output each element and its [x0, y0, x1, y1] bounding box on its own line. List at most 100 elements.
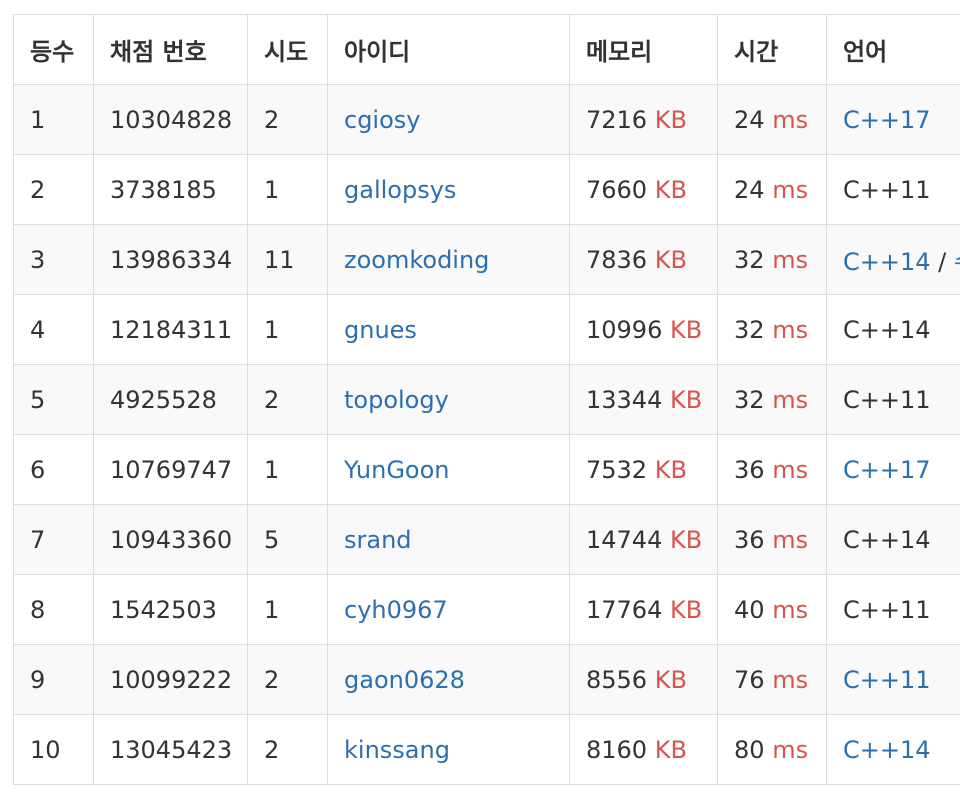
table-row: 8 1542503 1 cyh0967 17764 KB 40 ms C++11	[13, 574, 960, 645]
time-cell: 32 ms	[717, 364, 827, 435]
time-value: 32	[734, 315, 765, 344]
submission-number: 13986334	[110, 245, 233, 274]
submission-cell: 10099222	[93, 644, 248, 715]
language-link[interactable]: C++17	[843, 455, 931, 484]
submission-cell: 10943360	[93, 504, 248, 575]
rank-cell: 9	[13, 644, 94, 715]
submission-number: 13045423	[110, 735, 233, 764]
user-id-link[interactable]: gaon0628	[344, 665, 465, 694]
rank-cell: 3	[13, 224, 94, 295]
ranking-table-container: 등수 채점 번호 시도 아이디 메모리 시간 언어 1 10304828 2 cgio…	[13, 14, 960, 792]
tries-cell: 1	[247, 574, 328, 645]
user-cell: srand	[327, 504, 570, 575]
memory-cell: 10996 KB	[569, 294, 718, 365]
table-header: 등수 채점 번호 시도 아이디 메모리 시간 언어	[13, 14, 960, 85]
language-cell: C++14 / 수	[826, 224, 960, 295]
rank-value: 3	[30, 245, 46, 274]
table-row: 3 13986334 11 zoomkoding 7836 KB 32 ms C++14 /…	[13, 224, 960, 295]
user-id-link[interactable]: gnues	[344, 315, 417, 344]
user-id-link[interactable]: cyh0967	[344, 595, 448, 624]
submission-number: 3738185	[110, 175, 217, 204]
user-id-link[interactable]: srand	[344, 525, 412, 554]
tries-value: 1	[264, 175, 280, 204]
tries-value: 2	[264, 385, 280, 414]
tries-value: 11	[264, 245, 295, 274]
rank-value: 2	[30, 175, 46, 204]
table-row: 10 13045423 2 kinssang 8160 KB 80 ms C++14	[13, 714, 960, 785]
rank-value: 4	[30, 315, 46, 344]
header-row: 등수 채점 번호 시도 아이디 메모리 시간 언어	[13, 14, 960, 85]
memory-value: 7532	[586, 455, 648, 484]
submission-number: 4925528	[110, 385, 217, 414]
user-id-link[interactable]: gallopsys	[344, 175, 457, 204]
rank-cell: 2	[13, 154, 94, 225]
time-unit: ms	[772, 385, 809, 414]
submission-number: 1542503	[110, 595, 217, 624]
table-row: 4 12184311 1 gnues 10996 KB 32 ms C++14	[13, 294, 960, 365]
time-unit: ms	[772, 665, 809, 694]
tries-cell: 2	[247, 644, 328, 715]
user-cell: gaon0628	[327, 644, 570, 715]
rank-value: 8	[30, 595, 46, 624]
user-id-link[interactable]: topology	[344, 385, 449, 414]
user-id-link[interactable]: zoomkoding	[344, 245, 490, 274]
memory-value: 7216	[586, 105, 648, 134]
memory-unit: KB	[654, 455, 687, 484]
tries-value: 2	[264, 735, 280, 764]
time-unit: ms	[772, 595, 809, 624]
tries-value: 1	[264, 455, 280, 484]
table-body: 1 10304828 2 cgiosy 7216 KB 24 ms C++17 2 373818…	[13, 84, 960, 785]
memory-value: 8160	[586, 735, 648, 764]
time-cell: 36 ms	[717, 504, 827, 575]
memory-value: 8556	[586, 665, 648, 694]
language-cell: C++17	[826, 434, 960, 505]
memory-unit: KB	[670, 315, 703, 344]
user-id-link[interactable]: kinssang	[344, 735, 450, 764]
language-cell: C++11	[826, 364, 960, 435]
time-value: 24	[734, 175, 765, 204]
tries-cell: 1	[247, 154, 328, 225]
rank-value: 7	[30, 525, 46, 554]
time-value: 24	[734, 105, 765, 134]
user-id-link[interactable]: YunGoon	[344, 455, 450, 484]
language-edit-link[interactable]: 수	[954, 248, 960, 276]
language-value: C++14	[843, 525, 931, 554]
submission-cell: 10769747	[93, 434, 248, 505]
language-cell: C++14	[826, 714, 960, 785]
memory-value: 7836	[586, 245, 648, 274]
rank-cell: 5	[13, 364, 94, 435]
table-row: 1 10304828 2 cgiosy 7216 KB 24 ms C++17	[13, 84, 960, 155]
language-value: C++11	[843, 385, 931, 414]
language-link[interactable]: C++17	[843, 105, 931, 134]
rank-cell: 1	[13, 84, 94, 155]
submission-number: 12184311	[110, 315, 233, 344]
user-cell: kinssang	[327, 714, 570, 785]
language-value: C++11	[843, 595, 931, 624]
header-tries: 시도	[247, 14, 328, 85]
rank-cell: 6	[13, 434, 94, 505]
memory-unit: KB	[670, 595, 703, 624]
language-link[interactable]: C++14	[843, 248, 931, 276]
tries-value: 2	[264, 665, 280, 694]
submission-number: 10099222	[110, 665, 233, 694]
time-unit: ms	[772, 245, 809, 274]
rank-value: 10	[30, 735, 61, 764]
user-id-link[interactable]: cgiosy	[344, 105, 421, 134]
header-time: 시간	[717, 14, 827, 85]
language-separator: /	[938, 248, 947, 276]
memory-value: 7660	[586, 175, 648, 204]
language-link[interactable]: C++11	[843, 665, 931, 694]
time-unit: ms	[772, 455, 809, 484]
user-cell: cyh0967	[327, 574, 570, 645]
user-cell: gnues	[327, 294, 570, 365]
user-cell: cgiosy	[327, 84, 570, 155]
time-value: 40	[734, 595, 765, 624]
memory-unit: KB	[654, 665, 687, 694]
tries-value: 1	[264, 315, 280, 344]
language-link[interactable]: C++14	[843, 735, 931, 764]
time-cell: 32 ms	[717, 294, 827, 365]
submission-cell: 13986334	[93, 224, 248, 295]
submission-cell: 4925528	[93, 364, 248, 435]
memory-value: 14744	[586, 525, 663, 554]
language-cell: C++17	[826, 84, 960, 155]
